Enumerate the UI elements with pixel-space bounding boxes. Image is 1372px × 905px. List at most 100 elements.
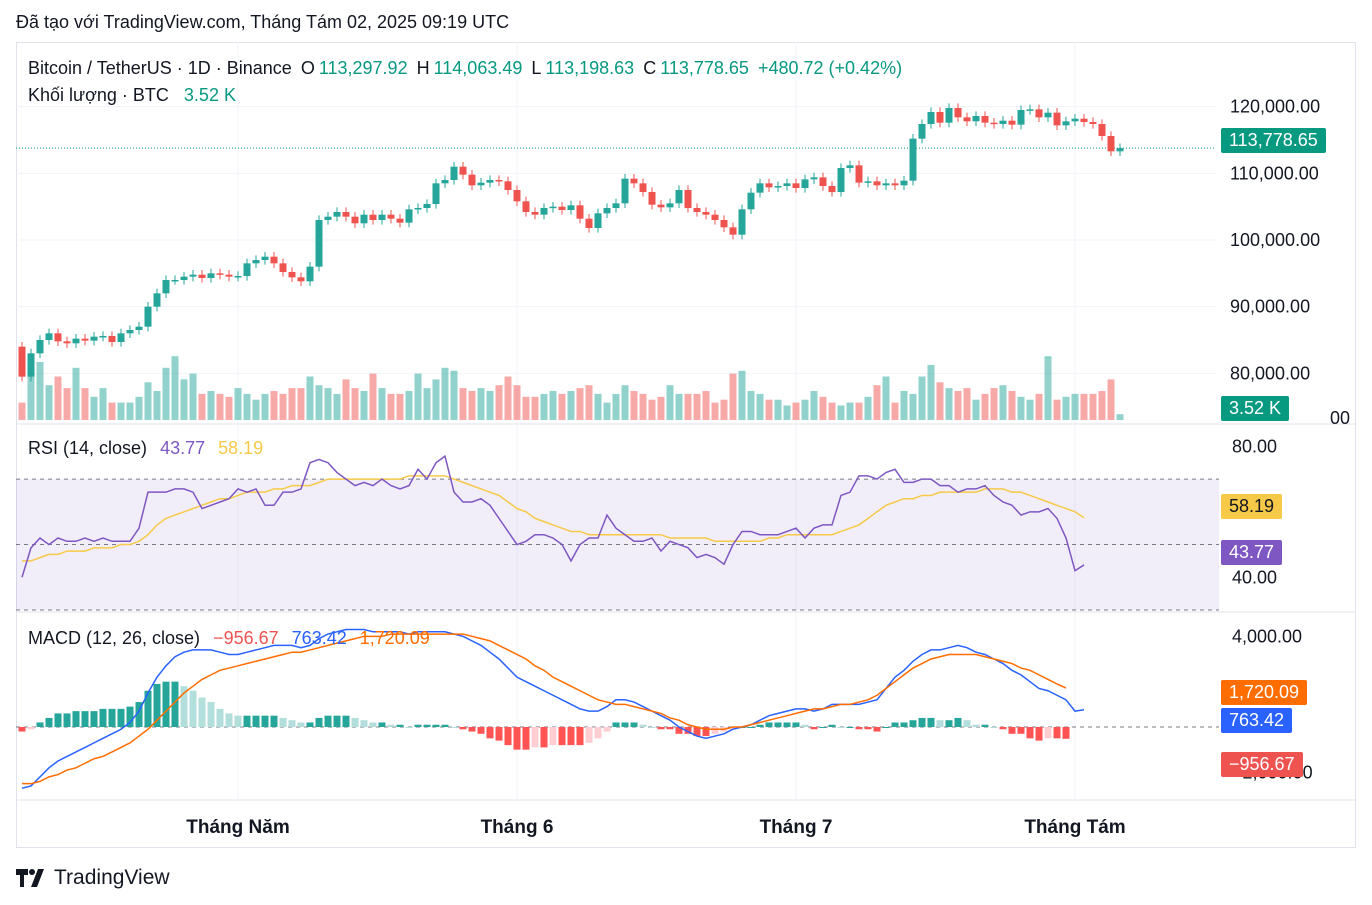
candle-body <box>630 178 638 184</box>
volume-bar <box>306 376 314 420</box>
volume-bar <box>135 396 143 420</box>
candle-body <box>711 214 719 220</box>
macd-histogram-bar <box>891 722 899 727</box>
volume-bar <box>891 402 899 420</box>
candle-body <box>855 165 863 183</box>
volume-bar <box>513 385 521 420</box>
candle-body <box>261 256 269 260</box>
macd-histogram-bar <box>279 717 287 727</box>
candle-body <box>36 340 44 354</box>
macd-histogram-bar <box>540 727 548 748</box>
candle-body <box>396 218 404 223</box>
macd-histogram-bar <box>171 681 179 727</box>
candle-body <box>936 112 944 123</box>
candle-body <box>27 353 35 377</box>
macd-histogram-bar <box>693 727 701 737</box>
volume-bar <box>720 399 728 420</box>
candle-body <box>666 203 674 208</box>
macd-histogram-bar <box>18 727 26 732</box>
candle-body <box>702 212 710 215</box>
candle-body <box>882 183 890 186</box>
macd-histogram-bar <box>153 683 161 727</box>
candle-body <box>531 212 539 215</box>
rsi-label[interactable]: RSI (14, close) <box>28 438 148 458</box>
rsi-ma-line <box>22 475 1085 562</box>
volume-bar <box>747 391 755 420</box>
macd-histogram-bar <box>198 697 206 727</box>
macd-histogram-bar <box>603 727 611 732</box>
macd-histogram-bar <box>441 724 449 727</box>
candle-body <box>954 108 962 118</box>
volume-bar <box>81 388 89 420</box>
candle-body <box>738 209 746 235</box>
macd-histogram-bar <box>972 724 980 727</box>
volume-bar <box>657 396 665 420</box>
candle-body <box>909 138 917 181</box>
macd-histogram-bar <box>630 722 638 727</box>
volume-bar <box>756 393 764 420</box>
candle-body <box>288 272 296 278</box>
macd-tick-label: 4,000.00 <box>1232 626 1302 646</box>
candle-body <box>612 203 620 208</box>
volume-bar <box>495 385 503 420</box>
candle-body <box>927 112 935 124</box>
macd-histogram-bar <box>324 715 332 727</box>
volume-bar <box>450 370 458 420</box>
volume-bar <box>351 388 359 420</box>
volume-bar <box>783 405 791 420</box>
macd-histogram-bar <box>576 727 584 746</box>
volume-label[interactable]: Khối lượng · BTC <box>28 85 169 105</box>
macd-histogram-bar <box>621 722 629 727</box>
volume-bar <box>1080 393 1088 420</box>
volume-bar <box>837 405 845 420</box>
volume-bar <box>999 385 1007 420</box>
change-value: +480.72 (+0.42%) <box>757 58 903 78</box>
candle-body <box>801 179 809 188</box>
volume-legend: Khối lượng · BTC 3.52 K <box>28 85 240 106</box>
volume-bar <box>369 373 377 420</box>
volume-tick-label: 00 <box>1330 408 1350 428</box>
macd-histogram-bar <box>1017 727 1025 734</box>
signal-line <box>22 633 1067 785</box>
macd-label[interactable]: MACD (12, 26, close) <box>28 628 201 648</box>
candle-body <box>756 183 764 193</box>
volume-bar <box>396 393 404 420</box>
macd-histogram-bar <box>729 727 737 730</box>
candle-body <box>486 180 494 183</box>
price-tick-label: 110,000.00 <box>1230 163 1319 183</box>
symbol-label[interactable]: Bitcoin / TetherUS · 1D · Binance <box>28 58 292 78</box>
macd-histogram-bar <box>90 711 98 727</box>
chart-created-header: Đã tạo với TradingView.com, Tháng Tám 02… <box>16 12 510 32</box>
candle-body <box>585 218 593 228</box>
volume-bar <box>594 393 602 420</box>
volume-bar <box>162 367 170 420</box>
candle-body <box>423 204 431 208</box>
rsi-legend: RSI (14, close) 43.77 58.19 <box>28 438 267 459</box>
volume-bar <box>504 376 512 420</box>
rsi-tick-label: 80.00 <box>1232 436 1277 456</box>
macd-line-badge: 763.42 <box>1221 708 1293 733</box>
macd-histogram-bar <box>333 715 341 727</box>
volume-value: 3.52 K <box>183 85 236 105</box>
macd-histogram-bar <box>810 727 818 730</box>
macd-histogram-bar <box>369 722 377 727</box>
candle-body <box>90 336 98 341</box>
volume-badge: 3.52 K <box>1221 396 1290 421</box>
macd-histogram-bar <box>189 690 197 727</box>
tradingview-brand[interactable]: TradingView <box>16 866 170 890</box>
macd-histogram-bar <box>522 727 530 750</box>
time-axis-label: Tháng Tám <box>1024 817 1125 838</box>
candle-body <box>45 333 53 340</box>
candle-body <box>594 213 602 228</box>
volume-bar <box>405 391 413 420</box>
macd-histogram-bar <box>648 727 656 728</box>
volume-bar <box>882 376 890 420</box>
candle-body <box>945 108 953 123</box>
price-tick-label: 80,000.00 <box>1230 363 1310 383</box>
macd-histogram-bar <box>981 724 989 727</box>
macd-histogram-bar <box>63 713 71 727</box>
macd-histogram-bar <box>306 722 314 727</box>
open-label: O <box>300 58 315 78</box>
volume-bar <box>675 393 683 420</box>
